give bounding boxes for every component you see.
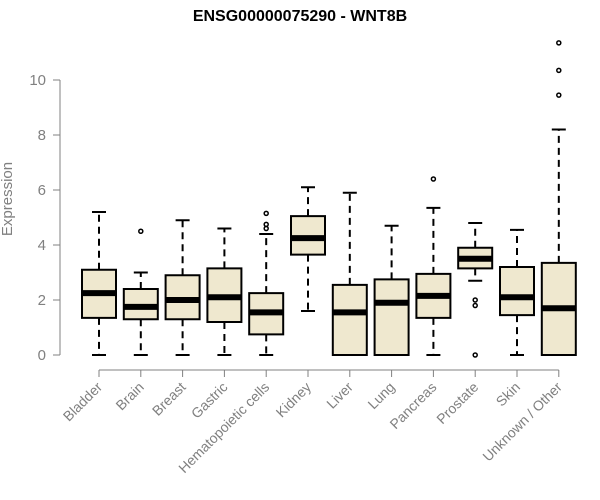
box-iqr bbox=[373, 278, 410, 356]
box-iqr bbox=[331, 283, 368, 356]
y-tick-label: 2 bbox=[38, 292, 46, 309]
outlier-point bbox=[556, 92, 562, 98]
x-tick-label: Unknown / Other bbox=[479, 379, 565, 465]
x-tick-label: Prostate bbox=[433, 379, 481, 427]
y-tick-label: 8 bbox=[38, 127, 46, 144]
outlier-point bbox=[556, 67, 562, 74]
y-tick-label: 6 bbox=[38, 182, 46, 199]
chart-title: ENSG00000075290 - WNT8B bbox=[192, 8, 408, 25]
outlier-point bbox=[472, 297, 478, 303]
box-iqr bbox=[499, 266, 535, 317]
x-tick-label: Breast bbox=[149, 379, 189, 419]
outlier-point bbox=[430, 176, 437, 182]
y-tick-label: 0 bbox=[38, 347, 46, 364]
outlier-point bbox=[138, 228, 144, 234]
outlier-point bbox=[263, 210, 269, 217]
x-tick-label: Liver bbox=[323, 379, 356, 412]
x-tick-label: Skin bbox=[493, 379, 524, 410]
x-tick-label: Lung bbox=[364, 379, 397, 412]
outlier-point bbox=[556, 40, 562, 46]
outlier-point bbox=[263, 221, 269, 228]
y-tick-label: 10 bbox=[29, 72, 46, 89]
outlier-point bbox=[472, 302, 478, 309]
y-axis-label: Expression bbox=[0, 162, 16, 236]
x-tick-label: Bladder bbox=[60, 379, 106, 425]
x-tick-label: Kidney bbox=[273, 379, 315, 421]
x-tick-label: Brain bbox=[112, 379, 146, 413]
outlier-point bbox=[472, 352, 478, 358]
y-tick-label: 4 bbox=[38, 237, 46, 254]
